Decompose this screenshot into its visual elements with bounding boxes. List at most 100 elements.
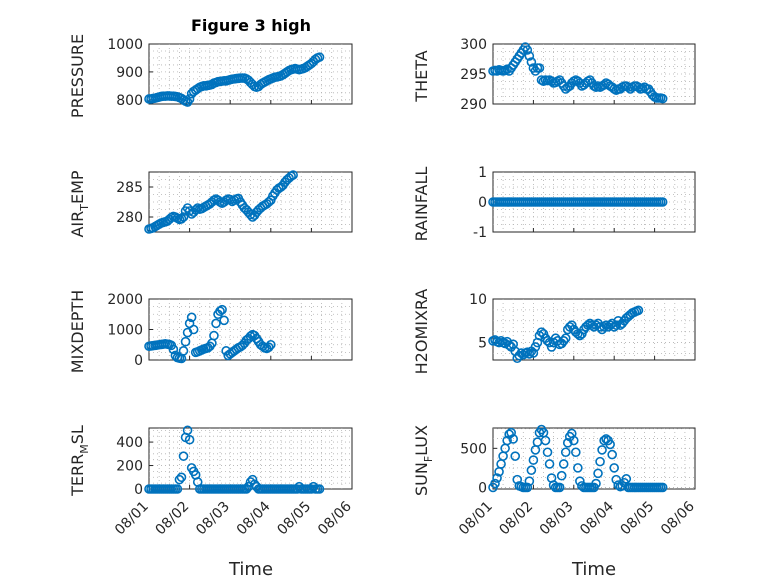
theta-data-point [534, 63, 545, 73]
terr-msl-y-tick-label: 400 [116, 435, 143, 451]
h2omixra-data-point [558, 336, 569, 346]
sun-flux-data-point [573, 463, 583, 473]
air-temp-y-tick-label: 280 [116, 210, 143, 226]
sun-flux-data-point [524, 476, 535, 486]
sun-flux-data-point [613, 480, 624, 490]
terr-msl-data-point [314, 484, 325, 494]
sun-flux-data-point [560, 447, 571, 458]
h2omixra-data-point [560, 333, 571, 344]
h2omixra-data-point [528, 348, 539, 358]
mixdepth-data-point [209, 330, 219, 341]
rainfall-series [488, 197, 668, 207]
theta-data-point [526, 57, 537, 67]
mixdepth-data-point [217, 304, 227, 315]
mixdepth-data-point [186, 312, 197, 323]
sun-flux-data-point [490, 478, 500, 489]
theta-data-point [524, 51, 535, 61]
sun-flux-data-point [558, 459, 569, 469]
1-y-label: THETA [412, 50, 431, 102]
h2omixra-data-point [504, 340, 514, 350]
6-y-label: TERRMSL [68, 425, 91, 497]
terr-msl-data-point [174, 474, 185, 485]
sun-flux-data-point [526, 465, 537, 476]
theta-y-tick-label: 300 [460, 37, 487, 53]
pressure-y-tick-label: 800 [116, 93, 143, 109]
h2omixra-data-point [514, 350, 525, 361]
h2omixra-series [488, 305, 644, 364]
mixdepth-data-point [168, 344, 179, 355]
sun-flux-data-point [510, 451, 521, 461]
mixdepth-data-point [219, 315, 229, 326]
sun-flux-data-point [542, 447, 553, 458]
sun-flux-data-point [556, 470, 567, 481]
sun-flux-data-point [502, 435, 512, 446]
terr-msl-y-tick-label: 200 [116, 459, 143, 475]
mixdepth-series [144, 304, 276, 364]
mixdepth-data-point [188, 324, 199, 335]
h2omixra-data-point [573, 329, 583, 339]
sun-flux-data-point [607, 449, 617, 460]
terr-msl-series [144, 425, 325, 494]
theta-y-tick-label: 290 [460, 97, 487, 113]
mixdepth-data-point [215, 306, 225, 317]
rainfall-y-tick-label: 0 [478, 195, 487, 211]
sun-flux-y-tick-label: 500 [460, 441, 487, 457]
0-y-label: PRESSURE [68, 34, 87, 118]
h2omixra-y-tick-label: 10 [469, 292, 487, 308]
sun-flux-data-point [528, 455, 539, 465]
mixdepth-data-point [265, 339, 276, 350]
mixdepth-data-point [180, 336, 191, 347]
air-temp-series [144, 170, 298, 234]
rainfall-data-point [657, 197, 668, 207]
terr-msl-data-point [178, 451, 189, 461]
rainfall-y-tick-label: 1 [478, 165, 487, 181]
air-temp-data-point [288, 170, 298, 180]
pressure-y-tick-label: 1000 [107, 37, 143, 53]
sun-flux-data-point [657, 482, 668, 493]
mixdepth-subplot: 0 1000 2000 MIXDEPTH [68, 290, 353, 373]
theta-y-tick-label: 295 [460, 67, 487, 83]
5-y-label: H2OMIXRA [412, 289, 431, 375]
h2omixra-data-point [522, 347, 533, 357]
sun-flux-data-point [492, 473, 502, 483]
h2omixra-y-tick-label: 5 [478, 336, 487, 352]
pressure-series [144, 52, 325, 107]
sun-flux-y-tick-label: 0 [478, 480, 487, 496]
mixdepth-data-point [263, 342, 274, 352]
x-axis-label-right: Time [571, 559, 616, 580]
terr-msl-data-point [172, 484, 183, 494]
sun-flux-data-point [554, 482, 565, 493]
sun-flux-data-point [568, 435, 579, 446]
terr-msl-data-point [184, 434, 195, 445]
h2omixra-subplot: 5 10 H2OMIXRA [412, 289, 696, 375]
sun-flux-data-point [544, 459, 555, 469]
terr-msl-data-point [182, 425, 193, 436]
theta-data-point [657, 93, 668, 104]
h2omixra-data-point [524, 349, 535, 359]
mixdepth-y-tick-label: 1000 [107, 323, 143, 339]
sun-flux-data-point [611, 474, 622, 485]
terr-msl-y-tick-label: 0 [134, 482, 143, 498]
terr-msl-data-point [176, 472, 187, 483]
mixdepth-y-tick-label: 2000 [107, 292, 143, 308]
pressure-subplot: 800 900 1000 PRESSURE [68, 34, 353, 118]
sun-flux-data-point [597, 445, 607, 455]
sun-flux-data-point [508, 434, 519, 444]
theta-series [488, 42, 668, 104]
sun-flux-data-point [562, 438, 573, 448]
3-y-label: RAINFALL [412, 167, 431, 242]
h2omixra-data-point [599, 322, 609, 332]
terr-msl-data-point [241, 484, 252, 494]
air-temp-data-point [178, 212, 189, 222]
h2omixra-data-point [633, 305, 644, 316]
sun-flux-data-point [605, 439, 615, 450]
2-y-label: AIRTEMP [68, 170, 91, 237]
pressure-y-tick-label: 900 [116, 65, 143, 81]
rainfall-y-tick-label: -1 [473, 225, 487, 241]
sun-flux-data-point [522, 482, 533, 493]
terr-msl-data-point [247, 474, 258, 485]
theta-subplot: 290 295 300 THETA [412, 37, 696, 113]
